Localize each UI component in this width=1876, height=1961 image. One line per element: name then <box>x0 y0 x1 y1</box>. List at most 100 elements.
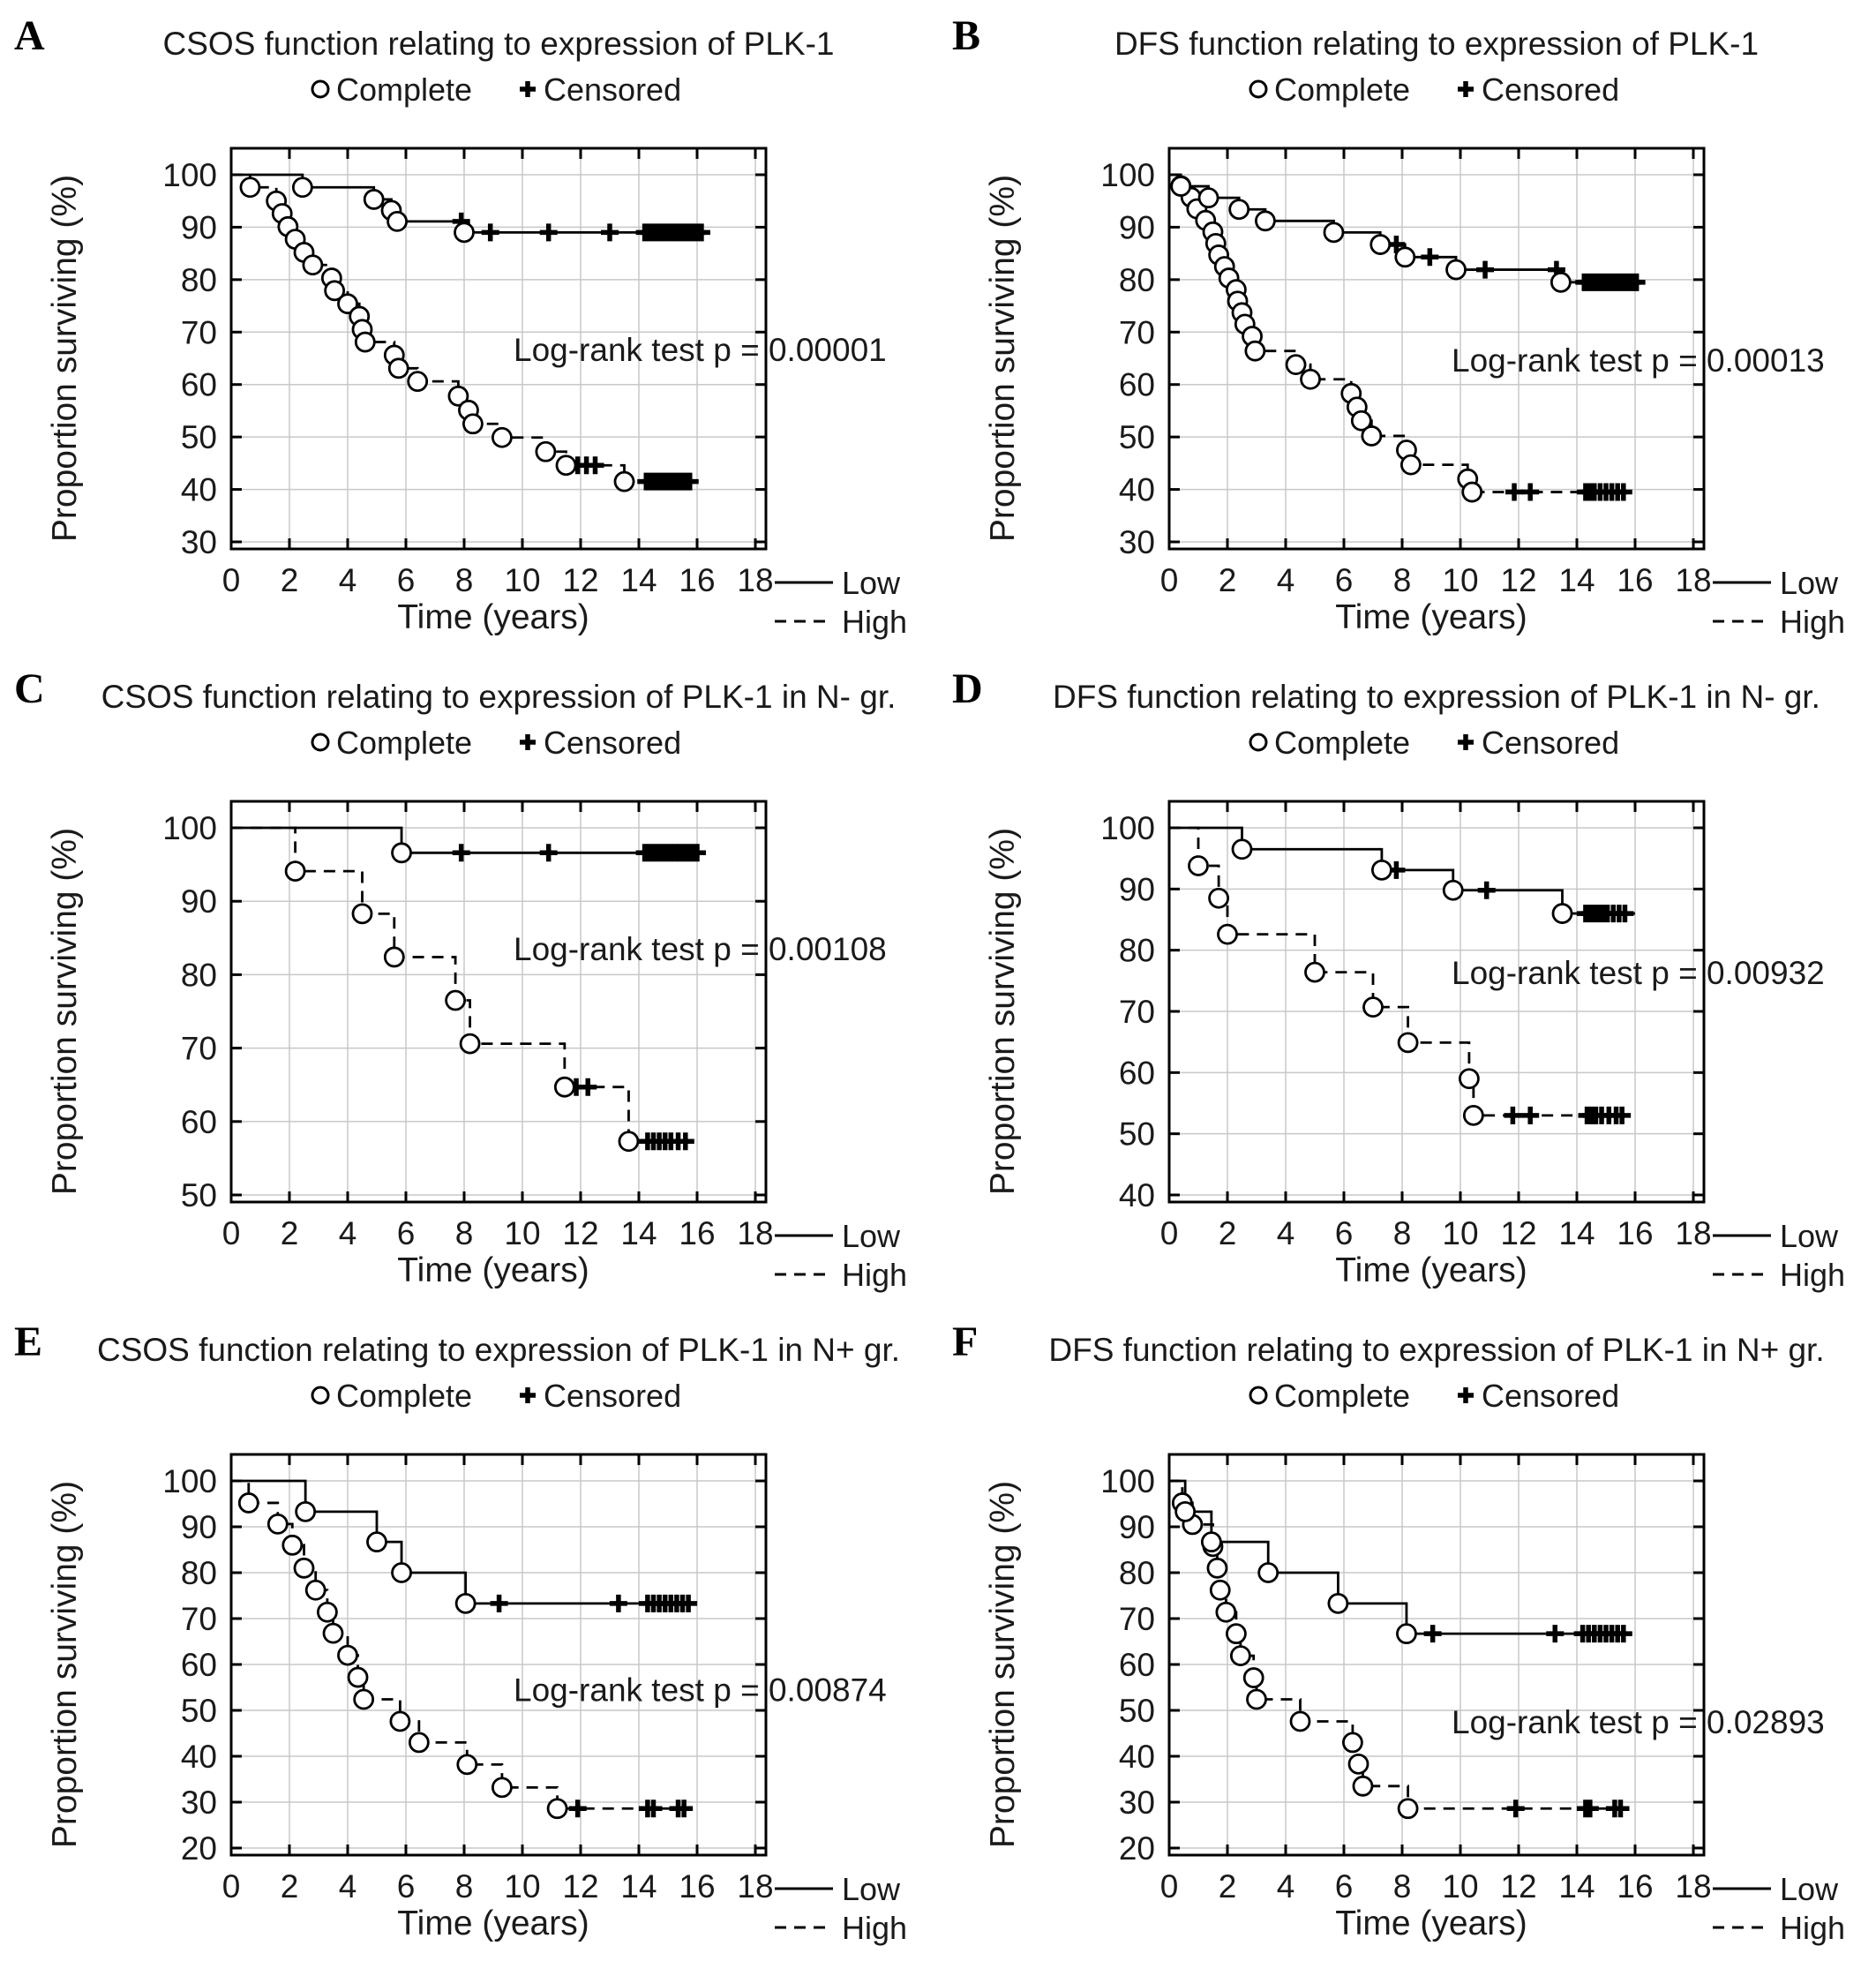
y-tick-label: 30 <box>181 524 217 560</box>
y-tick-label: 80 <box>1119 1555 1155 1591</box>
y-tick-label: 50 <box>181 1693 217 1729</box>
y-tick-label: 60 <box>1119 367 1155 403</box>
x-tick-label: 10 <box>1442 1868 1478 1905</box>
line-legend-low-label: Low <box>842 565 901 601</box>
x-tick-label: 8 <box>455 562 474 598</box>
legend-complete-label: Complete <box>336 725 472 761</box>
event-marker-high <box>353 1688 375 1710</box>
x-axis-label: Time (years) <box>397 1905 589 1942</box>
censored-mark-low <box>539 844 558 862</box>
event-marker-low <box>1369 234 1392 255</box>
censored-mark-high <box>1611 1799 1630 1818</box>
line-legend-high-label: High <box>1780 1910 1845 1946</box>
y-tick-label: 90 <box>1119 209 1155 245</box>
y-tick-label: 20 <box>1119 1830 1155 1867</box>
x-tick-label: 14 <box>1558 1215 1595 1251</box>
x-tick-label: 14 <box>620 1868 657 1905</box>
y-tick-label: 60 <box>181 367 217 403</box>
y-tick-label: 70 <box>181 1031 217 1067</box>
event-marker-low <box>366 1531 387 1553</box>
legend-censored-label: Censored <box>1482 1378 1619 1414</box>
event-marker-high <box>293 1557 315 1579</box>
x-tick-label: 16 <box>1617 1868 1653 1905</box>
km-chart-B: B DFS function relating to expression of … <box>938 0 1876 653</box>
y-tick-label: 100 <box>1100 1463 1155 1499</box>
line-legend-low-label: Low <box>1780 1218 1839 1254</box>
plot-border <box>1167 1453 1706 1857</box>
x-tick-label: 18 <box>1675 562 1711 598</box>
event-marker-high <box>1361 425 1383 447</box>
event-marker-high <box>1285 354 1307 376</box>
panel-background <box>0 1306 938 1959</box>
event-marker-high <box>1461 481 1483 503</box>
x-tick-label: 6 <box>1335 1868 1354 1905</box>
event-marker-high <box>1459 1068 1480 1090</box>
event-marker-high <box>389 1710 411 1732</box>
event-marker-high <box>445 989 466 1011</box>
legend-censored-label: Censored <box>1482 71 1619 108</box>
km-chart-E: E CSOS function relating to expression of… <box>0 1306 938 1959</box>
x-tick-label: 18 <box>737 562 773 598</box>
censored-mark-low <box>1477 881 1496 899</box>
plot-border <box>1167 147 1706 551</box>
censored-mark-high <box>1504 1106 1522 1124</box>
x-tick-label: 16 <box>679 1215 715 1251</box>
y-tick-label: 60 <box>1119 1647 1155 1683</box>
event-marker-high <box>347 1666 369 1688</box>
censored-mark-low <box>679 1594 698 1612</box>
x-tick-label: 6 <box>397 1868 416 1905</box>
panel-title: DFS function relating to expression of P… <box>1114 26 1759 62</box>
panel-F: F DFS function relating to expression of … <box>938 1306 1876 1961</box>
x-axis-label: Time (years) <box>397 1251 589 1289</box>
event-marker-low <box>1197 187 1219 209</box>
event-marker-low <box>1327 1592 1349 1614</box>
event-marker-high <box>1215 1601 1237 1623</box>
x-tick-label: 4 <box>1277 1868 1295 1905</box>
event-marker-high <box>618 1131 640 1153</box>
event-marker-high <box>492 426 513 448</box>
censored-mark-low <box>609 1594 627 1612</box>
event-marker-high <box>546 1798 568 1820</box>
event-marker-low <box>1228 199 1250 221</box>
legend-complete-label: Complete <box>1274 1378 1410 1414</box>
censored-mark-high <box>1613 1106 1632 1124</box>
event-marker-low <box>1170 176 1192 197</box>
y-tick-label: 70 <box>1119 314 1155 350</box>
y-axis-label: Proportion surviving (%) <box>46 1481 84 1848</box>
censored-mark-high <box>1614 483 1632 501</box>
censored-mark-high <box>586 456 604 475</box>
y-tick-label: 100 <box>1100 157 1155 193</box>
censored-mark-high <box>1505 483 1524 501</box>
complete-marker-icon <box>311 1386 330 1405</box>
event-marker-high <box>1362 996 1384 1018</box>
y-tick-label: 80 <box>1119 262 1155 298</box>
event-marker-high <box>1246 1688 1267 1710</box>
event-marker-high <box>281 1534 304 1556</box>
event-marker-high <box>1206 1557 1228 1579</box>
event-marker-low <box>391 1562 412 1583</box>
x-tick-label: 16 <box>1617 1215 1653 1251</box>
censored-marker-icon <box>520 734 536 750</box>
x-tick-label: 12 <box>1500 1215 1536 1251</box>
event-marker-high <box>1208 887 1230 909</box>
y-tick-label: 90 <box>1119 871 1155 907</box>
event-marker-high <box>239 177 261 199</box>
panel-title: CSOS function relating to expression of … <box>97 1332 900 1368</box>
y-tick-label: 50 <box>1119 1693 1155 1729</box>
complete-marker-icon <box>311 79 330 99</box>
event-marker-high <box>266 1513 289 1535</box>
event-marker-high <box>354 331 376 353</box>
complete-marker-icon <box>1249 733 1268 752</box>
censored-mark-low <box>490 1594 508 1612</box>
y-tick-label: 30 <box>1119 1784 1155 1821</box>
x-tick-label: 0 <box>1160 1868 1179 1905</box>
event-marker-high <box>302 254 324 276</box>
censored-mark-low <box>1421 248 1439 267</box>
p-value-label: Log-rank test p = 0.00013 <box>1452 342 1825 379</box>
x-tick-label: 8 <box>1393 1215 1412 1251</box>
event-marker-low <box>363 189 385 210</box>
event-marker-low <box>1231 838 1253 860</box>
event-marker-high <box>1462 1104 1484 1126</box>
event-marker-high <box>1304 961 1325 983</box>
